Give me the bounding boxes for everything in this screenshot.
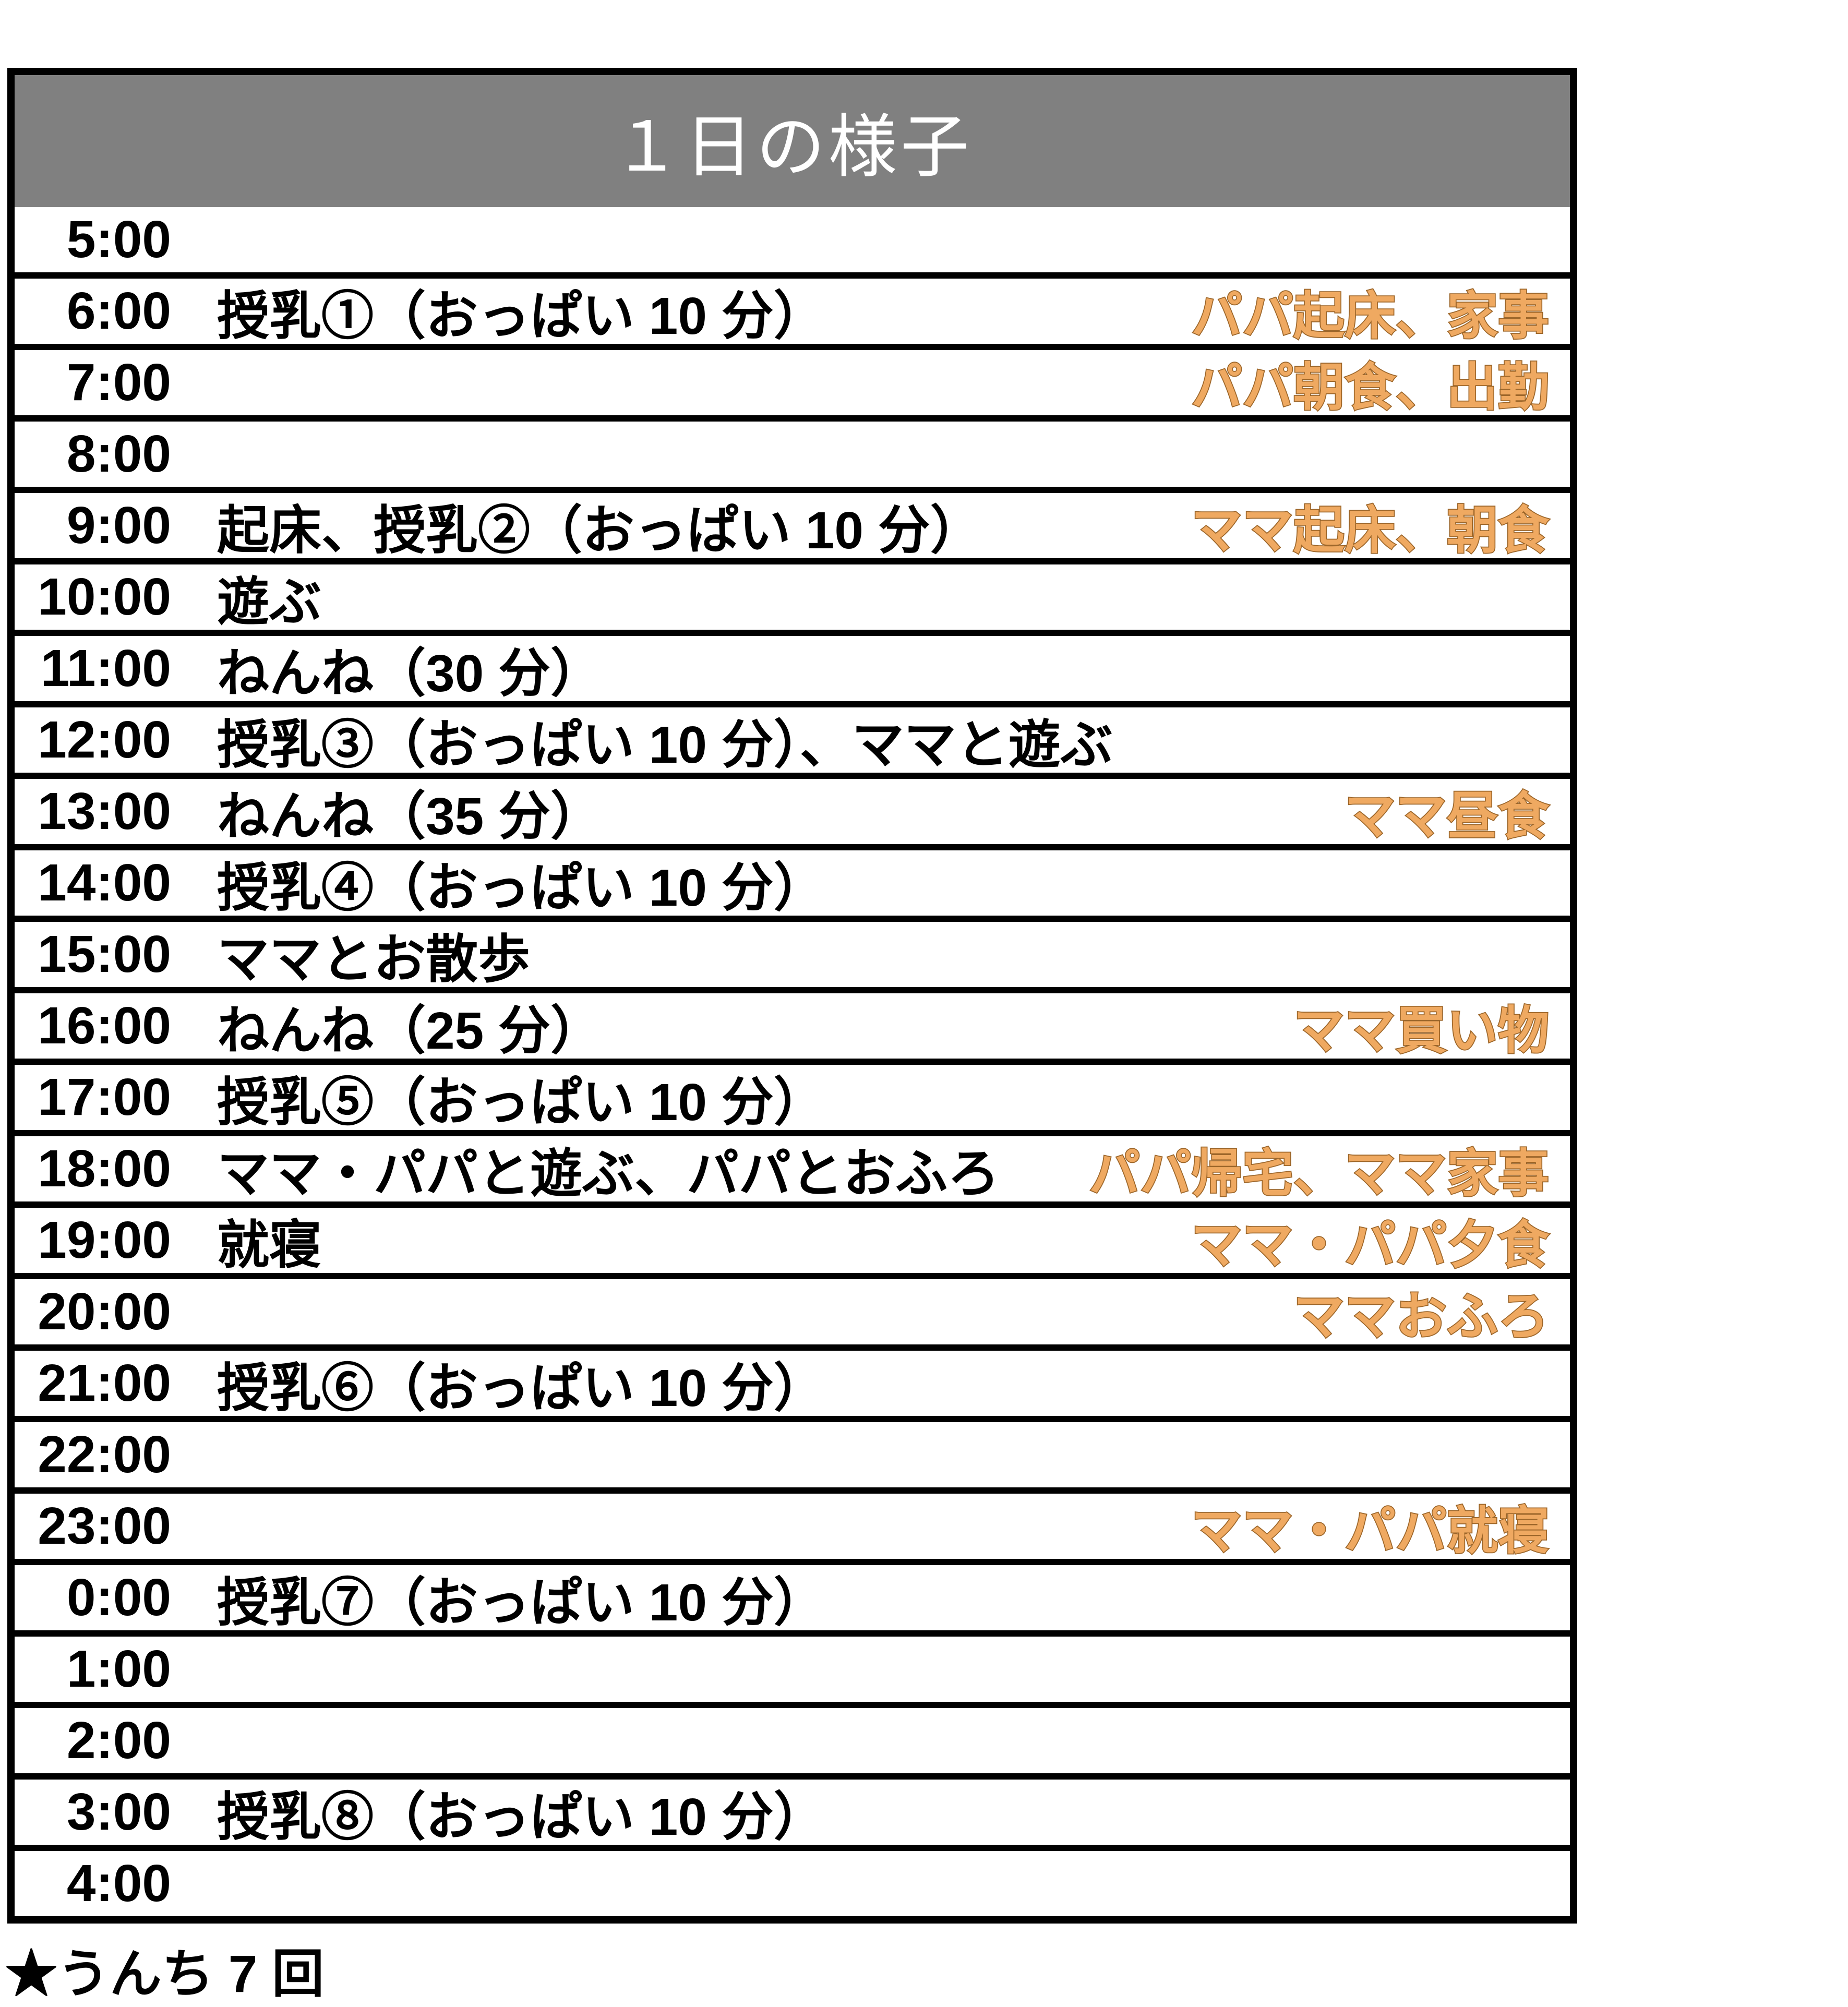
parent-note-label: ママ・パパ就寝: [1190, 1501, 1550, 1560]
time-label: 14:00: [38, 854, 171, 912]
time-label: 0:00: [66, 1568, 171, 1627]
activity-label: 授乳④（おっぱい 10 分）: [217, 859, 826, 917]
time-label: 10:00: [38, 568, 171, 626]
parent-note-label: ママ昼食: [1343, 786, 1550, 846]
activity-label: 授乳①（おっぱい 10 分）: [217, 287, 826, 345]
time-label: 16:00: [38, 996, 171, 1055]
activity-label: ママとお散歩: [217, 930, 530, 989]
table-row: 20:00 ママおふろ: [15, 1273, 1570, 1345]
table-row: 0:00 授乳⑦（おっぱい 10 分）: [15, 1559, 1570, 1632]
time-label: 21:00: [38, 1354, 171, 1412]
table-row: 23:00 ママ・パパ就寝: [15, 1487, 1570, 1560]
table-row: 8:00: [15, 415, 1570, 487]
activity-label: 起床、授乳②（おっぱい 10 分）: [217, 501, 982, 560]
table-row: 12:00 授乳③（おっぱい 10 分）、ママと遊ぶ: [15, 701, 1570, 774]
table-header: １日の様子: [15, 75, 1570, 207]
time-label: 7:00: [66, 353, 171, 412]
table-row: 3:00 授乳⑧（おっぱい 10 分）: [15, 1773, 1570, 1846]
parent-note-label: ママ起床、朝食: [1190, 500, 1550, 560]
parent-note-label: ママおふろ: [1292, 1287, 1550, 1346]
parent-note-label: ママ・パパ夕食: [1190, 1215, 1550, 1275]
time-label: 9:00: [66, 496, 171, 555]
time-label: 5:00: [66, 210, 171, 269]
activity-label: 遊ぶ: [217, 573, 321, 631]
activity-label: 就寝: [217, 1216, 321, 1275]
table-row: 18:00 ママ・パパと遊ぶ、パパとおふろ パパ帰宅、ママ家事: [15, 1130, 1570, 1203]
table-row: 16:00 ねんね（25 分） ママ買い物: [15, 987, 1570, 1060]
table-row: 6:00 授乳①（おっぱい 10 分） パパ起床、家事: [15, 272, 1570, 345]
table-row: 15:00 ママとお散歩: [15, 916, 1570, 989]
time-label: 13:00: [38, 782, 171, 840]
parent-note-label: パパ帰宅、ママ家事: [1088, 1144, 1550, 1203]
schedule-table: １日の様子 5:00 6:00 授乳①（おっぱい 10 分） パパ起床、家事 7…: [7, 68, 1577, 1924]
activity-label: ねんね（25 分）: [217, 1002, 603, 1060]
time-label: 17:00: [38, 1068, 171, 1126]
activity-label: ねんね（30 分）: [217, 644, 603, 703]
activity-label: 授乳③（おっぱい 10 分）、ママと遊ぶ: [217, 716, 1113, 774]
time-label: 12:00: [38, 711, 171, 769]
table-row: 21:00 授乳⑥（おっぱい 10 分）: [15, 1344, 1570, 1417]
activity-label: 授乳⑤（おっぱい 10 分）: [217, 1073, 826, 1132]
table-row: 14:00 授乳④（おっぱい 10 分）: [15, 844, 1570, 917]
time-label: 22:00: [38, 1425, 171, 1484]
time-label: 15:00: [38, 925, 171, 983]
table-row: 11:00 ねんね（30 分）: [15, 630, 1570, 703]
activity-label: 授乳⑥（おっぱい 10 分）: [217, 1359, 826, 1417]
table-row: 22:00: [15, 1416, 1570, 1487]
time-label: 11:00: [40, 639, 171, 698]
table-row: 9:00 起床、授乳②（おっぱい 10 分） ママ起床、朝食: [15, 487, 1570, 560]
table-row: 10:00 遊ぶ: [15, 558, 1570, 631]
page-title: １日の様子: [612, 109, 973, 185]
time-label: 1:00: [66, 1640, 171, 1698]
time-label: 4:00: [66, 1854, 171, 1913]
parent-note-label: パパ起床、家事: [1190, 286, 1550, 345]
time-label: 19:00: [38, 1211, 171, 1269]
activity-label: 授乳⑧（おっぱい 10 分）: [217, 1788, 826, 1846]
parent-note-label: パパ朝食、出勤: [1190, 357, 1550, 417]
time-label: 6:00: [66, 282, 171, 340]
activity-label: ママ・パパと遊ぶ、パパとおふろ: [217, 1145, 1000, 1203]
time-label: 23:00: [38, 1497, 171, 1555]
table-row: 19:00 就寝 ママ・パパ夕食: [15, 1201, 1570, 1275]
table-row: 17:00 授乳⑤（おっぱい 10 分）: [15, 1059, 1570, 1132]
table-row: 2:00: [15, 1702, 1570, 1773]
table-row: 7:00 パパ朝食、出勤: [15, 344, 1570, 416]
footer-note: ★うんち 7 回: [5, 1945, 325, 2003]
table-row: 13:00 ねんね（35 分） ママ昼食: [15, 773, 1570, 846]
table-row: 5:00: [15, 207, 1570, 272]
activity-label: ねんね（35 分）: [217, 787, 603, 846]
table-row: 4:00: [15, 1845, 1570, 1916]
time-label: 20:00: [38, 1282, 171, 1341]
parent-note-label: ママ買い物: [1292, 1001, 1550, 1060]
activity-label: 授乳⑦（おっぱい 10 分）: [217, 1573, 826, 1632]
time-label: 18:00: [38, 1139, 171, 1198]
time-label: 8:00: [66, 425, 171, 483]
time-label: 3:00: [66, 1783, 171, 1841]
time-label: 2:00: [66, 1711, 171, 1770]
table-row: 1:00: [15, 1630, 1570, 1702]
